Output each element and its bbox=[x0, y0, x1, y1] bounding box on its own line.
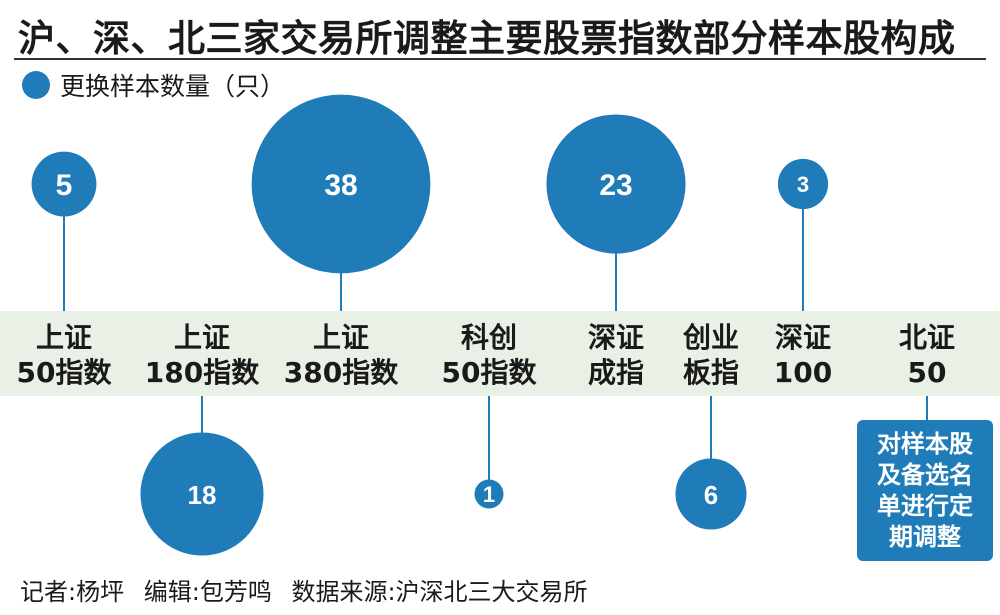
category-label: 上证 bbox=[174, 321, 230, 354]
data-bubble bbox=[546, 114, 686, 254]
source-credit: 数据来源:沪深北三大交易所 bbox=[291, 578, 588, 606]
note-line: 及备选名 bbox=[877, 460, 973, 489]
category-label: 180指数 bbox=[145, 356, 260, 389]
category-label: 成指 bbox=[588, 356, 644, 389]
category-label: 北证 bbox=[899, 321, 955, 354]
bubble-value-label: 23 bbox=[599, 169, 632, 202]
bubble-value-label: 18 bbox=[188, 480, 217, 510]
legend-label: 更换样本数量（只） bbox=[60, 72, 286, 101]
category-label: 100 bbox=[774, 356, 832, 389]
category-label: 50指数 bbox=[17, 356, 113, 389]
category-label: 创业 bbox=[682, 321, 739, 354]
bubble-value-label: 1 bbox=[483, 482, 495, 507]
chart-title: 沪、深、北三家交易所调整主要股票指数部分样本股构成 bbox=[18, 17, 956, 60]
category-label: 50 bbox=[908, 356, 947, 389]
category-label: 上证 bbox=[36, 321, 92, 354]
data-bubble bbox=[140, 432, 264, 556]
category-label: 深证 bbox=[588, 321, 644, 354]
bubble-value-label: 5 bbox=[56, 169, 73, 202]
data-bubble bbox=[251, 94, 431, 274]
note-line: 单进行定 bbox=[877, 491, 973, 520]
footer-credits: 记者:杨坪 编辑:包芳鸣 数据来源:沪深北三大交易所 bbox=[20, 572, 600, 607]
beizheng-note-box: 对样本股 及备选名 单进行定 期调整 bbox=[857, 420, 993, 561]
category-label: 科创 bbox=[461, 321, 517, 354]
note-line: 对样本股 bbox=[877, 429, 973, 458]
legend-bubble-swatch bbox=[22, 71, 50, 99]
note-line: 期调整 bbox=[889, 522, 961, 551]
category-label: 板指 bbox=[683, 356, 739, 389]
editor-credit: 编辑:包芳鸣 bbox=[143, 578, 272, 606]
category-label: 深证 bbox=[775, 321, 831, 354]
category-label: 380指数 bbox=[284, 356, 399, 389]
data-bubble bbox=[31, 151, 97, 217]
title-divider bbox=[14, 58, 986, 60]
data-bubble bbox=[474, 479, 504, 509]
bubble-value-label: 6 bbox=[704, 480, 718, 510]
reporter-credit: 记者:杨坪 bbox=[20, 578, 125, 606]
category-label: 上证 bbox=[313, 321, 369, 354]
category-band bbox=[0, 311, 1000, 396]
data-bubble bbox=[777, 158, 829, 210]
data-bubble bbox=[675, 458, 747, 530]
bubble-value-label: 3 bbox=[797, 172, 809, 197]
bubble-value-label: 38 bbox=[324, 169, 357, 202]
category-label: 50指数 bbox=[442, 356, 538, 389]
legend: 更换样本数量（只） bbox=[22, 70, 286, 101]
